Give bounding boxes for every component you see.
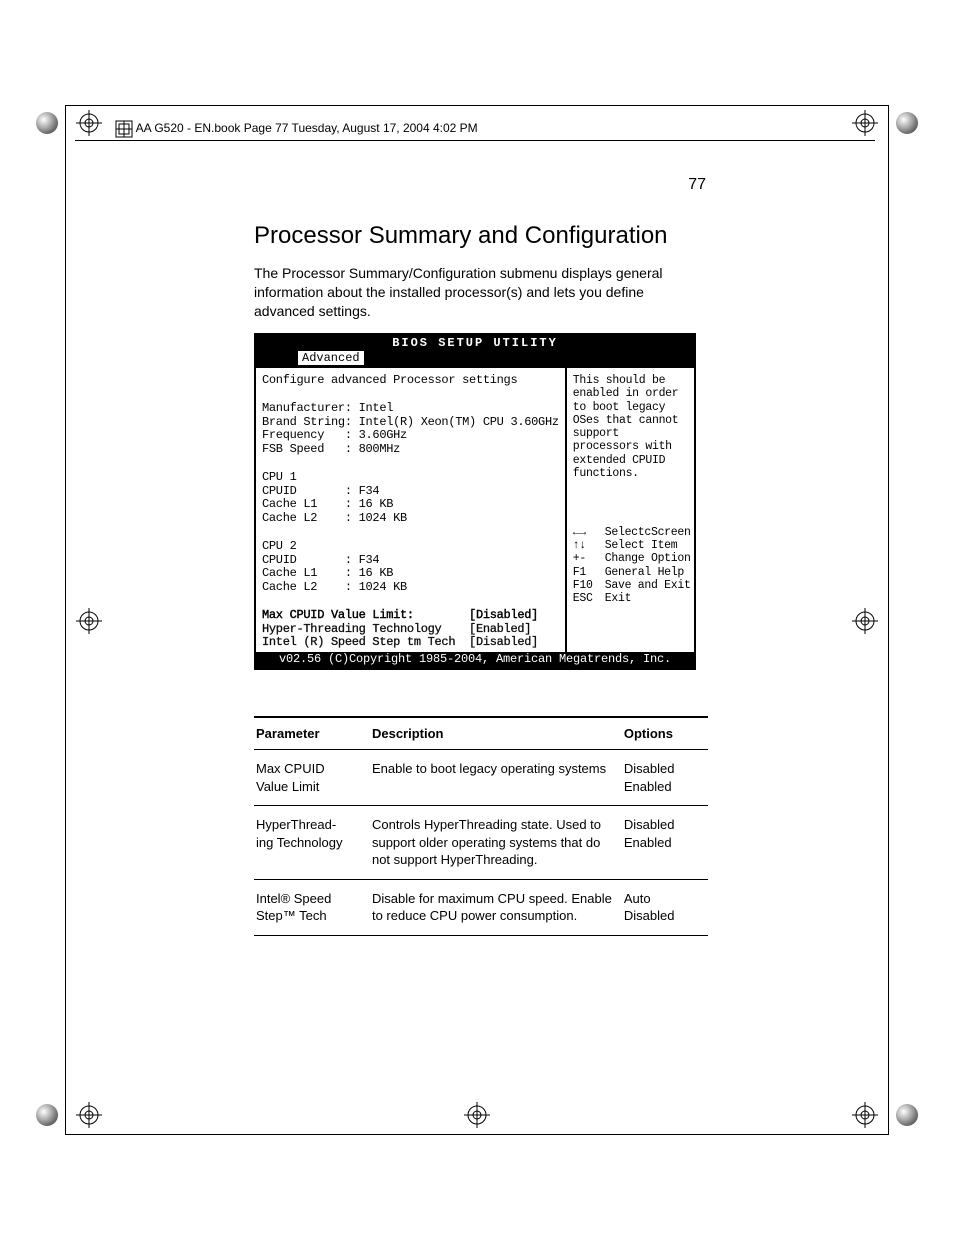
bios-left-panel: Configure advanced Processor settings Ma… bbox=[256, 368, 567, 652]
bios-tab-row: Advanced bbox=[256, 352, 694, 368]
cell-description: Enable to boot legacy operating systems bbox=[372, 750, 624, 806]
table-header-parameter: Parameter bbox=[254, 717, 372, 750]
bios-nav-row: ↑↓Select Item bbox=[573, 539, 691, 552]
bios-option-row[interactable]: Hyper-Threading Technology [Enabled] bbox=[262, 623, 559, 637]
bios-nav-key: ←→ bbox=[573, 526, 605, 539]
bios-help-text: This should be enabled in order to boot … bbox=[573, 374, 691, 480]
bios-option-label: Max CPUID Value Limit: bbox=[262, 609, 469, 623]
bios-tab-advanced[interactable]: Advanced bbox=[298, 351, 364, 365]
doc-header: AA G520 - EN.book Page 77 Tuesday, Augus… bbox=[115, 120, 478, 138]
bios-nav-label: Select Item bbox=[605, 539, 678, 552]
table-row: Max CPUIDValue LimitEnable to boot legac… bbox=[254, 750, 708, 806]
bios-nav-row: +-Change Option bbox=[573, 552, 691, 565]
cell-parameter: HyperThread-ing Technology bbox=[254, 806, 372, 880]
bios-nav-label: Save and Exit bbox=[605, 579, 691, 592]
cell-parameter: Max CPUIDValue Limit bbox=[254, 750, 372, 806]
bios-nav-key: F10 bbox=[573, 579, 605, 592]
cell-options: Disabled Enabled bbox=[624, 750, 708, 806]
parameter-table: Parameter Description Options Max CPUIDV… bbox=[254, 716, 708, 936]
bios-screenshot: BIOS SETUP UTILITY Advanced Configure ad… bbox=[254, 333, 696, 670]
bios-nav-label: SelectcScreen bbox=[605, 526, 691, 539]
table-header-description: Description bbox=[372, 717, 624, 750]
cell-options: Auto Disabled bbox=[624, 879, 708, 935]
bios-nav-row: F1General Help bbox=[573, 566, 691, 579]
bios-option-label: Hyper-Threading Technology bbox=[262, 623, 469, 637]
intro-text: The Processor Summary/Configuration subm… bbox=[254, 264, 708, 321]
reg-ball-br bbox=[896, 1104, 918, 1126]
bios-option-value: [Enabled] bbox=[469, 623, 531, 637]
table-row: Intel® SpeedStep™ TechDisable for maximu… bbox=[254, 879, 708, 935]
table-row: HyperThread-ing TechnologyControls Hyper… bbox=[254, 806, 708, 880]
bios-title: BIOS SETUP UTILITY bbox=[256, 335, 694, 353]
cell-options: Disabled Enabled bbox=[624, 806, 708, 880]
bios-option-label: Intel (R) Speed Step tm Tech bbox=[262, 636, 469, 650]
bios-option-value: [Disabled] bbox=[469, 636, 538, 650]
reg-ball-tr bbox=[896, 112, 918, 134]
bios-footer: v02.56 (C)Copyright 1985-2004, American … bbox=[256, 652, 694, 668]
header-text: AA G520 - EN.book Page 77 Tuesday, Augus… bbox=[136, 121, 478, 135]
bios-nav: ←→SelectcScreen↑↓Select Item+-Change Opt… bbox=[573, 526, 691, 605]
bios-nav-row: ←→SelectcScreen bbox=[573, 526, 691, 539]
bios-option-row[interactable]: Intel (R) Speed Step tm Tech [Disabled] bbox=[262, 636, 559, 650]
table-header-options: Options bbox=[624, 717, 708, 750]
cell-description: Disable for maximum CPU speed. Enable to… bbox=[372, 879, 624, 935]
bios-nav-key: +- bbox=[573, 552, 605, 565]
page-title: Processor Summary and Configuration bbox=[254, 222, 708, 250]
cell-parameter: Intel® SpeedStep™ Tech bbox=[254, 879, 372, 935]
bios-nav-key: ↑↓ bbox=[573, 539, 605, 552]
bios-nav-key: F1 bbox=[573, 566, 605, 579]
bios-nav-label: General Help bbox=[605, 566, 684, 579]
header-rule bbox=[75, 140, 875, 141]
bios-nav-label: Change Option bbox=[605, 552, 691, 565]
reg-ball-bl bbox=[36, 1104, 58, 1126]
cell-description: Controls HyperThreading state. Used to s… bbox=[372, 806, 624, 880]
bios-option-row[interactable]: Max CPUID Value Limit: [Disabled] bbox=[262, 609, 559, 623]
bios-nav-row: F10Save and Exit bbox=[573, 579, 691, 592]
reg-ball-tl bbox=[36, 112, 58, 134]
page-number: 77 bbox=[688, 176, 706, 194]
bios-nav-row: ESCExit bbox=[573, 592, 691, 605]
bios-nav-key: ESC bbox=[573, 592, 605, 605]
bios-option-value: [Disabled] bbox=[469, 609, 538, 623]
bios-right-panel: This should be enabled in order to boot … bbox=[567, 368, 695, 652]
bios-nav-label: Exit bbox=[605, 592, 631, 605]
